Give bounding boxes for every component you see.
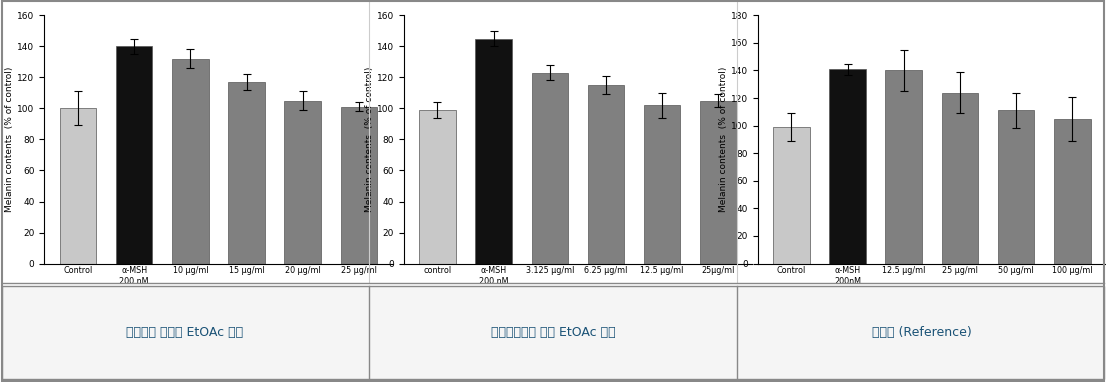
Bar [886, 70, 922, 264]
Bar [341, 107, 377, 264]
Bar [476, 39, 512, 264]
Bar [830, 69, 866, 264]
Bar [998, 110, 1034, 264]
Text: 감초EtOAc concentration  (μg/mL): 감초EtOAc concentration (μg/mL) [575, 313, 693, 320]
Y-axis label: Melanin contents  (% of control): Melanin contents (% of control) [719, 67, 728, 212]
FancyBboxPatch shape [2, 286, 1104, 379]
Text: 한국제첬 닥나무 EtOAc 분획: 한국제첬 닥나무 EtOAc 분획 [126, 326, 243, 339]
Text: 닥나무EtOAc concentration  (μg/mL): 닥나무EtOAc concentration (μg/mL) [213, 313, 336, 320]
Bar [419, 110, 456, 264]
Text: α-MSH 200 nM: α-MSH 200 nM [219, 361, 274, 369]
Bar [773, 127, 810, 264]
Bar [941, 92, 978, 264]
Bar [644, 105, 680, 264]
Bar [587, 85, 624, 264]
Y-axis label: Melanin contents  (% of control): Melanin contents (% of control) [365, 67, 374, 212]
Text: α-MSH 200 nM: α-MSH 200 nM [578, 361, 634, 369]
Text: 알부틴 (Reference): 알부틴 (Reference) [872, 326, 971, 339]
Bar [173, 59, 209, 264]
Text: 알부틴 concentration  (μg/mL): 알부틴 concentration (μg/mL) [938, 313, 1039, 320]
Bar [284, 100, 321, 264]
Bar [532, 73, 568, 264]
Bar [700, 100, 737, 264]
Text: α-MSH 200 nM: α-MSH 200 nM [932, 361, 988, 369]
Bar [116, 46, 153, 264]
Bar [228, 82, 264, 264]
Text: 우즈베키스탄 감초 EtOAc 분획: 우즈베키스탄 감초 EtOAc 분획 [491, 326, 615, 339]
Bar [1054, 119, 1091, 264]
Y-axis label: Melanin contents  (% of control): Melanin contents (% of control) [6, 67, 14, 212]
Bar [60, 108, 96, 264]
